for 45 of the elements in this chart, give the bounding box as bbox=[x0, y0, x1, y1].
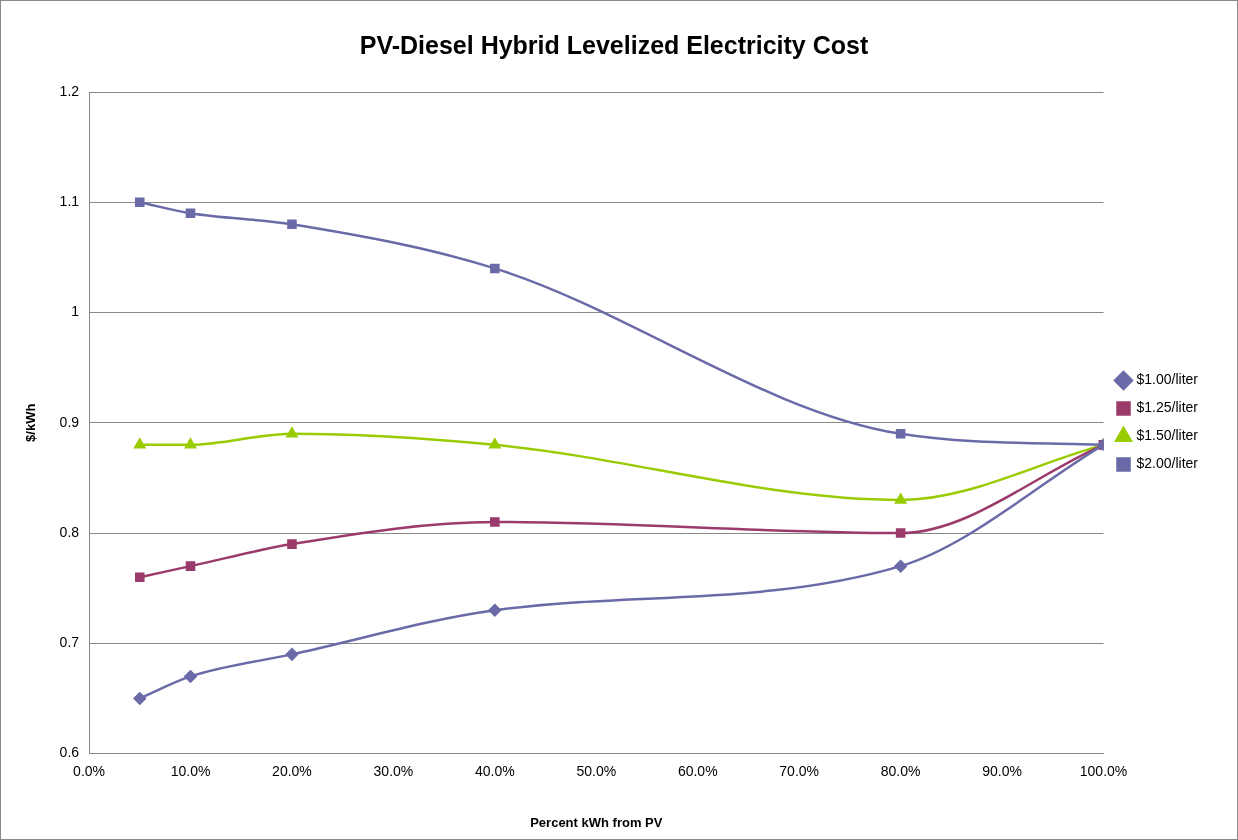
legend-label: $1.00/liter bbox=[1136, 371, 1199, 388]
legend-label: $2.00/liter bbox=[1136, 455, 1199, 472]
x-tick-label: 10.0% bbox=[170, 762, 211, 779]
x-tick-label: 40.0% bbox=[474, 762, 515, 779]
point bbox=[490, 263, 500, 274]
x-tick-label: 20.0% bbox=[272, 762, 312, 779]
point bbox=[287, 219, 297, 230]
point bbox=[490, 517, 500, 527]
point bbox=[135, 197, 145, 208]
y-axis-title: $/kWh bbox=[23, 403, 39, 442]
y-tick-label: 0.6 bbox=[59, 744, 80, 761]
point bbox=[185, 208, 196, 219]
point bbox=[134, 438, 146, 449]
point bbox=[895, 528, 906, 538]
y-tick-label: 0.9 bbox=[59, 413, 80, 430]
point bbox=[286, 427, 298, 438]
x-tick-label: 80.0% bbox=[880, 762, 921, 779]
point bbox=[894, 559, 907, 573]
point bbox=[285, 648, 299, 661]
point bbox=[489, 438, 501, 449]
y-tick-label: 1.2 bbox=[59, 82, 80, 99]
x-tick-label: 100.0% bbox=[1079, 762, 1128, 779]
x-tick-label: 60.0% bbox=[677, 762, 718, 779]
y-tick-label: 1 bbox=[71, 303, 80, 320]
x-tick-label: 0.0% bbox=[73, 762, 106, 779]
point bbox=[185, 561, 196, 571]
legend-label: $1.25/liter bbox=[1136, 399, 1199, 416]
point bbox=[135, 572, 145, 582]
point bbox=[895, 493, 907, 504]
legend-label: $1.50/liter bbox=[1136, 427, 1199, 444]
point bbox=[895, 429, 906, 439]
point bbox=[133, 692, 147, 705]
point bbox=[184, 438, 197, 449]
point bbox=[488, 604, 502, 617]
x-tick-label: 50.0% bbox=[576, 762, 617, 779]
x-axis-title: Percent kWh from PV bbox=[530, 814, 663, 830]
x-tick-label: 90.0% bbox=[982, 762, 1022, 779]
y-tick-label: 0.8 bbox=[59, 523, 80, 540]
point bbox=[184, 670, 197, 683]
chart-title: PV-Diesel Hybrid Levelized Electricity Cost bbox=[359, 30, 869, 59]
y-tick-label: 1.1 bbox=[59, 193, 80, 210]
point bbox=[287, 539, 297, 549]
x-tick-label: 70.0% bbox=[779, 762, 820, 779]
y-tick-label: 0.7 bbox=[59, 634, 80, 651]
x-tick-label: 30.0% bbox=[373, 762, 414, 779]
